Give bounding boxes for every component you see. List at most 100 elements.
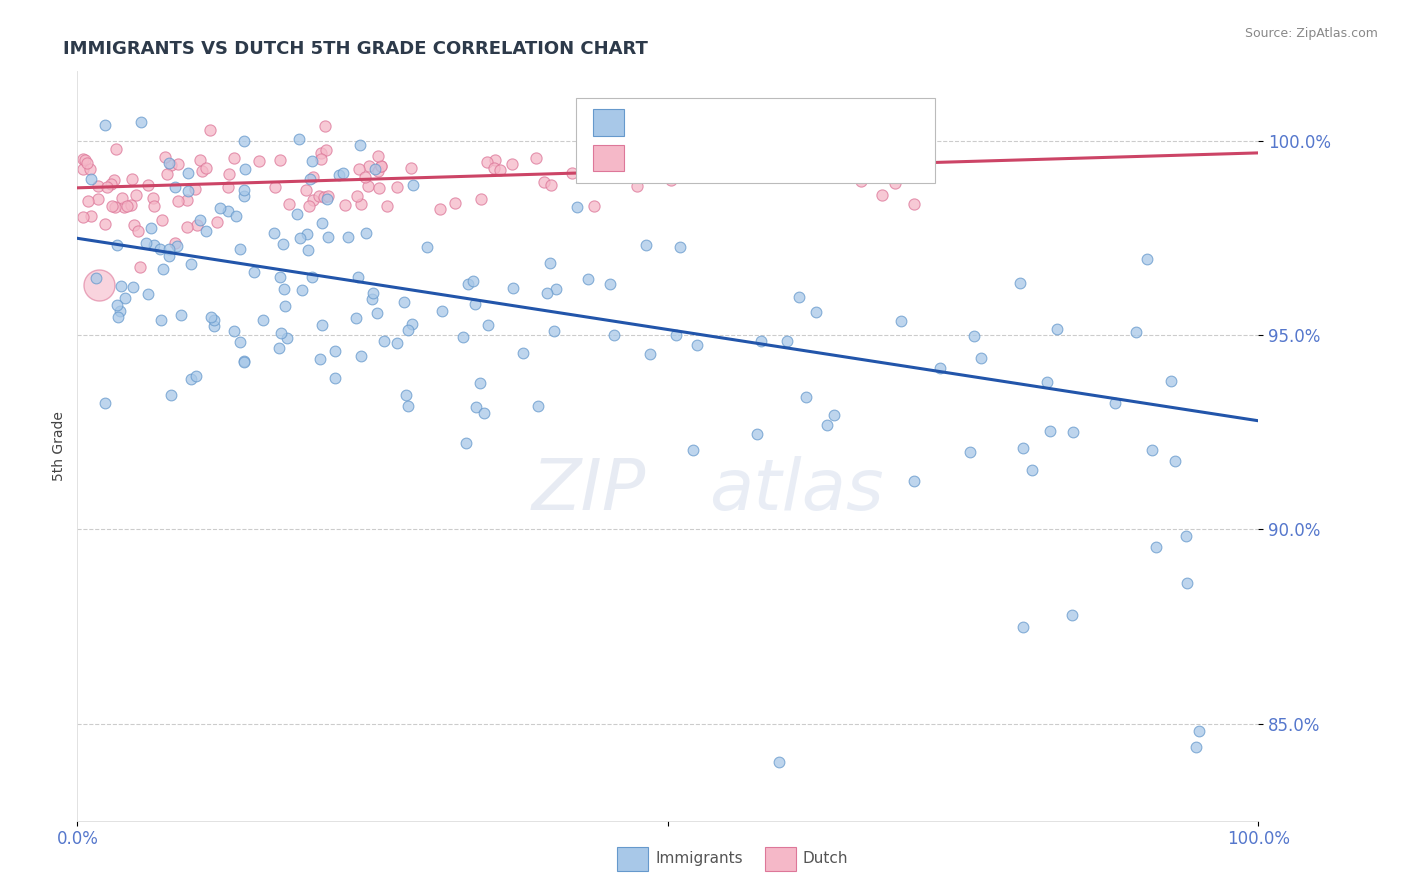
Point [224, 151, 246, 165]
Point [290, 231, 312, 245]
Point [103, 173, 125, 187]
Point [599, 277, 621, 291]
Point [252, 313, 274, 327]
Point [835, 149, 858, 163]
Point [105, 297, 128, 311]
Point [1046, 322, 1069, 336]
Point [357, 159, 380, 173]
Point [870, 188, 893, 202]
Point [682, 443, 704, 458]
Point [205, 215, 228, 229]
Point [152, 213, 174, 227]
Point [815, 417, 838, 432]
Point [501, 157, 523, 171]
Point [222, 324, 245, 338]
Point [373, 334, 395, 348]
Text: ZIP: ZIP [531, 457, 647, 525]
Point [361, 293, 384, 307]
Point [200, 123, 222, 137]
Point [536, 285, 558, 300]
Point [232, 355, 254, 369]
Point [430, 304, 453, 318]
Point [890, 314, 912, 328]
Point [136, 287, 159, 301]
Point [309, 145, 332, 160]
Text: N =: N = [727, 113, 785, 131]
Point [233, 189, 256, 203]
Point [121, 172, 143, 186]
Text: N =: N = [727, 149, 785, 167]
Point [349, 137, 371, 152]
Point [84, 271, 107, 285]
Text: Dutch: Dutch [803, 852, 848, 866]
Point [828, 139, 851, 153]
Point [363, 162, 385, 177]
Point [682, 159, 704, 173]
Point [180, 372, 202, 386]
Point [315, 192, 337, 206]
Point [1062, 425, 1084, 440]
Point [157, 242, 180, 256]
Point [745, 427, 768, 442]
Point [314, 190, 336, 204]
Point [963, 329, 986, 343]
Point [328, 169, 350, 183]
Point [457, 277, 479, 291]
Point [156, 167, 179, 181]
Point [396, 399, 419, 413]
Point [159, 388, 181, 402]
Point [361, 285, 384, 300]
Point [333, 198, 356, 212]
Point [1175, 529, 1198, 543]
Point [72, 152, 94, 166]
Point [370, 159, 392, 173]
Point [468, 376, 491, 391]
Point [353, 170, 375, 185]
Point [120, 198, 142, 212]
Point [104, 200, 127, 214]
Point [77, 194, 100, 209]
Point [367, 164, 389, 178]
Point [524, 151, 547, 165]
Point [202, 313, 225, 327]
Point [287, 132, 309, 146]
Point [233, 161, 256, 176]
Text: R =: R = [631, 113, 671, 131]
Point [591, 149, 613, 163]
Point [323, 370, 346, 384]
Point [105, 238, 128, 252]
Point [636, 237, 658, 252]
Point [1010, 277, 1032, 291]
Point [638, 346, 661, 360]
Point [142, 238, 165, 252]
Point [350, 197, 373, 211]
Point [184, 368, 207, 383]
Point [762, 159, 785, 173]
Point [385, 336, 408, 351]
Point [202, 319, 225, 334]
Point [107, 310, 129, 324]
Point [370, 159, 392, 173]
Point [665, 328, 688, 343]
Point [401, 161, 423, 175]
Point [122, 219, 145, 233]
Point [225, 209, 247, 223]
Point [314, 119, 336, 133]
Point [778, 124, 800, 138]
Point [1136, 252, 1159, 266]
Text: atlas: atlas [709, 457, 884, 525]
Point [278, 196, 301, 211]
Point [574, 166, 596, 180]
Point [112, 200, 135, 214]
Point [141, 221, 163, 235]
Point [105, 142, 128, 156]
Point [127, 224, 149, 238]
Point [794, 390, 817, 404]
Point [823, 409, 845, 423]
Point [302, 169, 325, 184]
Point [1188, 724, 1211, 739]
Point [1021, 463, 1043, 477]
Point [744, 149, 766, 163]
Point [1160, 374, 1182, 388]
Point [87, 277, 110, 292]
